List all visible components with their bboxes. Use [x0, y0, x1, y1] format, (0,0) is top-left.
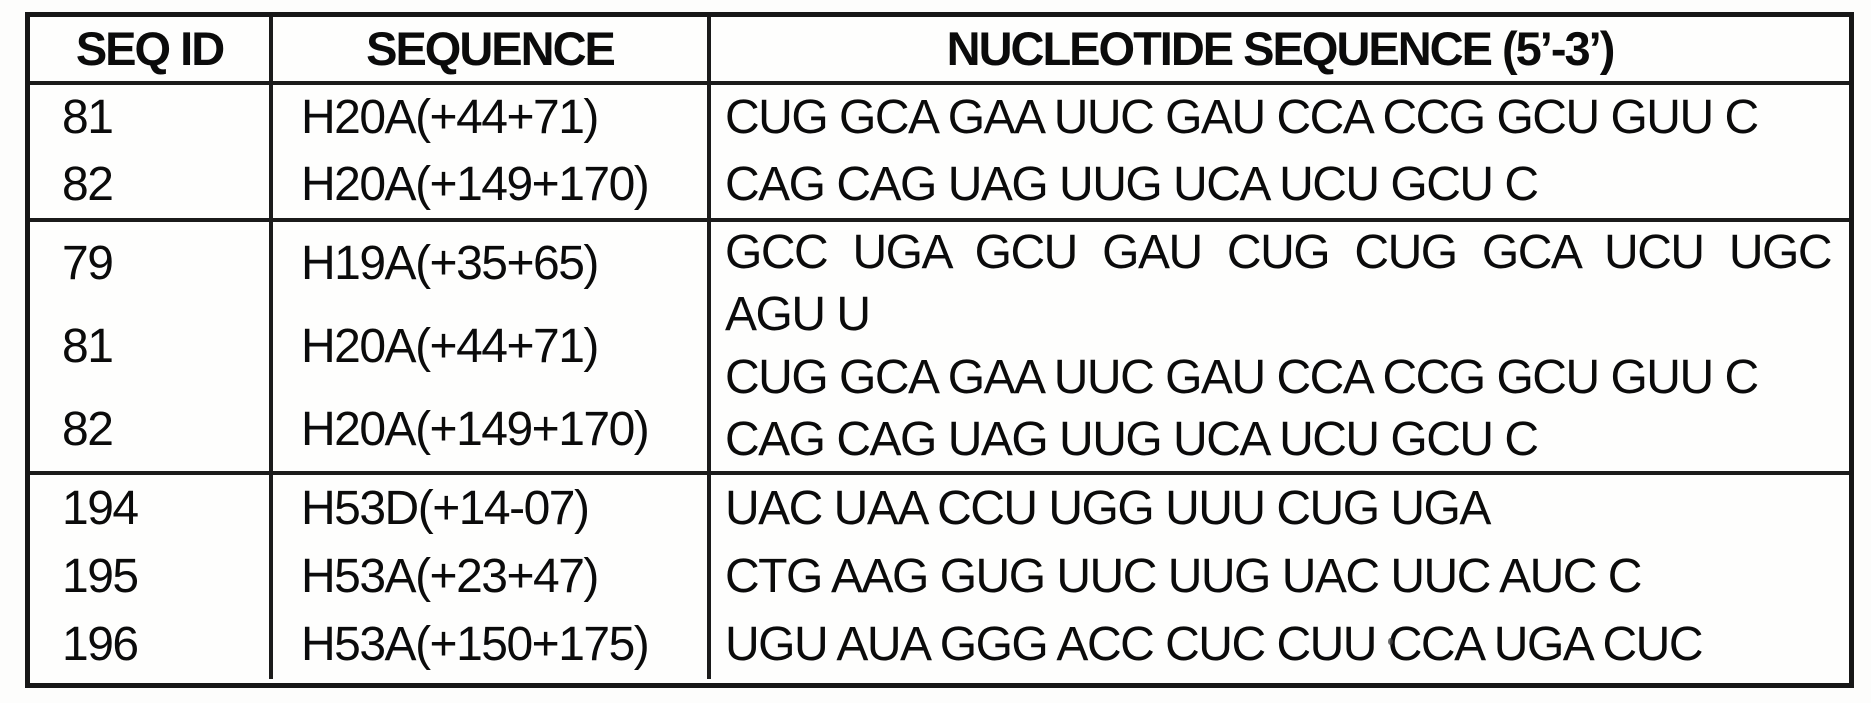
sequence-name: H20A(+149+170)	[301, 157, 650, 211]
header-label-seq-id: SEQ ID	[75, 22, 225, 75]
table-group-2: 79 81 82 H19A(+35+65) H20A(+44+71) H20A(…	[30, 218, 1849, 471]
seq-id-value: 81	[62, 319, 114, 373]
group-2-sequence-cell: H19A(+35+65) H20A(+44+71) H20A(+149+170)	[269, 222, 707, 471]
sequence-name: H53D(+14-07)	[301, 482, 590, 535]
sequence-table: SEQ ID SEQUENCE NUCLEOTIDE SEQUENCE (5’-…	[25, 12, 1854, 688]
header-cell-nucleotide-sequence: NUCLEOTIDE SEQUENCE (5’-3’)	[707, 17, 1849, 81]
nucleotide-line: CUG GCA GAA UUC GAU CCA CCG GCU GUU C	[725, 91, 1759, 145]
header-cell-seq-id: SEQ ID	[30, 17, 269, 81]
seq-id-value: 196	[62, 618, 139, 671]
seq-id-value: 82	[62, 402, 114, 456]
sequence-name: H53A(+23+47)	[301, 550, 599, 603]
group-3-sequence-cell: H53D(+14-07) H53A(+23+47) H53A(+150+175)	[269, 475, 707, 679]
nucleotide-line: CUG GCA GAA UUC GAU CCA CCG GCU GUU C	[725, 350, 1759, 404]
nucleotide-line: UGU AUA GGG ACC CUC CUU CCA UGA CUC	[725, 618, 1704, 671]
sequence-name: H19A(+35+65)	[301, 236, 599, 290]
table-group-1: 81 82 H20A(+44+71) H20A(+149+170) CUG GC…	[30, 81, 1849, 218]
seq-id-value: 81	[62, 91, 114, 145]
seq-id-value: 194	[62, 482, 139, 535]
seq-id-value: 195	[62, 550, 139, 603]
group-2-nucleotide-cell: GCC UGA GCU GAU CUG CUG GCA UCU UGC AGU …	[707, 222, 1849, 471]
nucleotide-line: CAG CAG UAG UUG UCA UCU GCU C	[725, 157, 1539, 211]
header-label-nucleotide-sequence: NUCLEOTIDE SEQUENCE (5’-3’)	[946, 22, 1616, 75]
nucleotide-line: UAC UAA CCU UGG UUU CUG UGA	[725, 482, 1491, 535]
seq-id-value: 79	[62, 236, 114, 290]
nucleotide-line: AGU U	[725, 288, 871, 342]
group-3-nucleotide-cell: UAC UAA CCU UGG UUU CUG UGA CTG AAG GUG …	[707, 475, 1849, 679]
nucleotide-line: GCC UGA GCU GAU CUG CUG GCA UCU UGC	[725, 226, 1833, 280]
group-3-seq-id-cell: 194 195 196	[30, 475, 269, 679]
sequence-name: H20A(+149+170)	[301, 402, 650, 456]
group-2-seq-id-cell: 79 81 82	[30, 222, 269, 471]
group-1-nucleotide-cell: CUG GCA GAA UUC GAU CCA CCG GCU GUU C CA…	[707, 85, 1849, 218]
group-1-seq-id-cell: 81 82	[30, 85, 269, 218]
header-label-sequence: SEQUENCE	[366, 22, 616, 75]
scan-artifact-dot	[1388, 638, 1393, 645]
table-group-3: 194 195 196 H53D(+14-07) H53A(+23+47) H5…	[30, 471, 1849, 679]
seq-id-value: 82	[62, 157, 114, 211]
sequence-name: H20A(+44+71)	[301, 91, 599, 145]
header-cell-sequence: SEQUENCE	[269, 17, 707, 81]
sequence-name: H20A(+44+71)	[301, 319, 599, 373]
table-header-row: SEQ ID SEQUENCE NUCLEOTIDE SEQUENCE (5’-…	[30, 17, 1849, 81]
sequence-name: H53A(+150+175)	[301, 618, 650, 671]
nucleotide-line: CTG AAG GUG UUC UUG UAC UUC AUC C	[725, 550, 1642, 603]
group-1-sequence-cell: H20A(+44+71) H20A(+149+170)	[269, 85, 707, 218]
nucleotide-line: CAG CAG UAG UUG UCA UCU GCU C	[725, 412, 1539, 466]
